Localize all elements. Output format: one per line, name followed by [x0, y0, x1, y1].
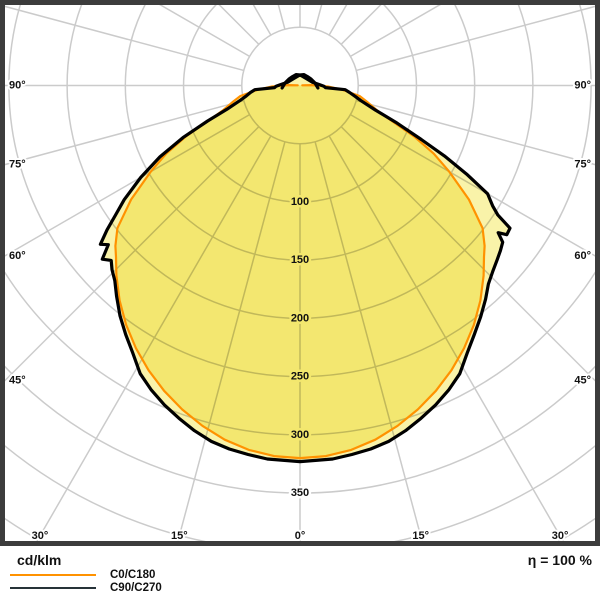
legend-line-c0-icon [10, 574, 96, 576]
angle-label-left-75: 75° [9, 159, 26, 171]
units-label: cd/klm [17, 552, 62, 568]
svg-text:250: 250 [291, 371, 309, 383]
angle-label-left-60: 60° [9, 250, 26, 262]
legend-entry-c90: C90/C270 [10, 582, 162, 594]
angle-label-bottom-1: 15° [171, 530, 188, 542]
legend-label-c90: C90/C270 [110, 582, 162, 594]
angle-label-bottom-4: 30° [552, 530, 569, 542]
polar-chart: 100 150 200 250 300 350 90° 90° 75° 75° 60° 60° 45° 4… [0, 0, 600, 546]
angle-label-left-90: 90° [9, 80, 26, 92]
angle-label-right-60: 60° [574, 250, 591, 262]
angle-label-right-90: 90° [574, 80, 591, 92]
legend-label-c0: C0/C180 [110, 569, 156, 581]
svg-text:200: 200 [291, 312, 309, 324]
svg-text:100: 100 [291, 196, 309, 208]
legend-line-c90-icon [10, 587, 96, 589]
angle-label-right-75: 75° [574, 159, 591, 171]
angle-label-bottom-0: 30° [32, 530, 49, 542]
angle-label-bottom-2: 0° [295, 530, 306, 542]
svg-text:150: 150 [291, 254, 309, 266]
angle-label-left-45: 45° [9, 375, 26, 387]
svg-text:300: 300 [291, 429, 309, 441]
svg-text:350: 350 [291, 487, 309, 499]
chart-footer: cd/klm η = 100 % C0/C180 C90/C270 [0, 546, 600, 600]
legend-entry-c0: C0/C180 [10, 569, 155, 581]
angle-label-right-45: 45° [574, 375, 591, 387]
angle-label-bottom-3: 15° [412, 530, 429, 542]
efficiency-label: η = 100 % [527, 552, 592, 568]
